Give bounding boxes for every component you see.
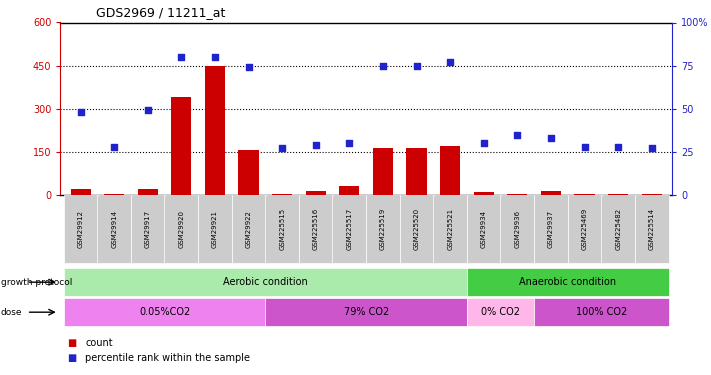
Text: GSM225515: GSM225515: [279, 208, 285, 250]
Bar: [608, 194, 629, 195]
Point: [75, 109, 86, 115]
Point: [310, 142, 321, 148]
Bar: [641, 194, 662, 195]
Point: [646, 146, 658, 152]
Text: GSM225469: GSM225469: [582, 208, 587, 250]
Text: Anaerobic condition: Anaerobic condition: [519, 277, 616, 287]
Text: GSM225516: GSM225516: [313, 208, 319, 250]
Point: [411, 63, 422, 69]
Text: 0% CO2: 0% CO2: [481, 307, 520, 317]
Bar: [440, 146, 460, 195]
Text: GSM225517: GSM225517: [346, 208, 353, 250]
Text: 100% CO2: 100% CO2: [576, 307, 627, 317]
Bar: [339, 186, 360, 195]
Point: [378, 63, 389, 69]
Text: ■: ■: [68, 353, 77, 363]
Text: GSM29917: GSM29917: [145, 210, 151, 248]
Text: GSM29920: GSM29920: [178, 210, 184, 248]
Bar: [171, 97, 191, 195]
Text: GSM29936: GSM29936: [514, 210, 520, 248]
Text: GSM225514: GSM225514: [648, 208, 655, 250]
Text: GSM29912: GSM29912: [77, 210, 84, 248]
Point: [277, 146, 288, 152]
Text: GSM29921: GSM29921: [212, 210, 218, 248]
Bar: [138, 189, 158, 195]
Text: GSM225521: GSM225521: [447, 208, 453, 250]
Bar: [70, 189, 91, 195]
Bar: [407, 148, 427, 195]
Text: dose: dose: [1, 308, 22, 316]
Point: [478, 140, 489, 146]
Bar: [272, 194, 292, 195]
Text: ■: ■: [68, 338, 77, 348]
Bar: [238, 150, 259, 195]
Text: GSM29922: GSM29922: [245, 210, 252, 248]
Point: [343, 140, 355, 146]
Text: GSM225482: GSM225482: [615, 208, 621, 250]
Point: [142, 108, 154, 114]
Point: [444, 59, 456, 65]
Bar: [507, 194, 528, 195]
Point: [209, 54, 220, 60]
Bar: [474, 192, 494, 195]
Text: GSM225519: GSM225519: [380, 208, 386, 250]
Text: GDS2969 / 11211_at: GDS2969 / 11211_at: [96, 6, 225, 19]
Text: 79% CO2: 79% CO2: [343, 307, 389, 317]
Bar: [541, 190, 561, 195]
Text: count: count: [85, 338, 113, 348]
Text: percentile rank within the sample: percentile rank within the sample: [85, 353, 250, 363]
Point: [109, 144, 120, 150]
Point: [579, 144, 590, 150]
Point: [545, 135, 557, 141]
Bar: [205, 66, 225, 195]
Text: GSM29937: GSM29937: [548, 210, 554, 248]
Point: [612, 144, 624, 150]
Text: GSM29914: GSM29914: [111, 210, 117, 248]
Bar: [306, 190, 326, 195]
Point: [512, 132, 523, 138]
Bar: [574, 194, 594, 195]
Text: growth protocol: growth protocol: [1, 278, 72, 286]
Bar: [373, 148, 393, 195]
Point: [243, 64, 255, 70]
Text: GSM225520: GSM225520: [414, 208, 419, 250]
Bar: [104, 194, 124, 195]
Text: Aerobic condition: Aerobic condition: [223, 277, 308, 287]
Point: [176, 54, 187, 60]
Text: 0.05%CO2: 0.05%CO2: [139, 307, 191, 317]
Text: GSM29934: GSM29934: [481, 210, 487, 248]
